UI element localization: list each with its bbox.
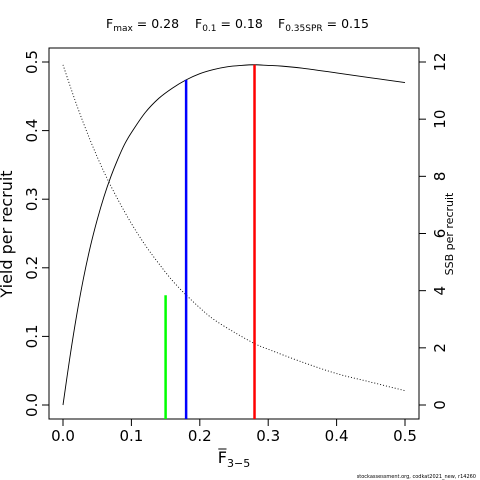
y-right-tick-label: 0 — [431, 400, 449, 410]
title-f01: F0.1 = 0.18 — [195, 16, 263, 34]
y-left-tick-label: 0.3 — [23, 187, 41, 211]
y-left-tick-label: 0.1 — [23, 324, 41, 348]
y-right-tick-label: 4 — [431, 286, 449, 296]
yield-per-recruit-line — [62, 64, 406, 406]
x-tick-label: 0.0 — [51, 427, 75, 445]
reference-lines — [164, 64, 256, 419]
y-left-axis: 0.0 0.1 0.2 0.3 0.4 0.5 — [23, 50, 50, 417]
y-right-axis-title: SSB per recruit — [443, 192, 456, 275]
title-fmax: Fmax = 0.28 — [106, 16, 179, 34]
y-left-tick-label: 0.0 — [23, 393, 41, 417]
y-right-tick-label: 8 — [431, 172, 449, 182]
x-tick-label: 0.4 — [325, 427, 349, 445]
x-axis-title: F3−5 — [218, 448, 250, 470]
y-right-tick-label: 2 — [431, 343, 449, 353]
chart-title: Fmax = 0.28 F0.1 = 0.18 F0.35SPR = 0.15 — [106, 16, 369, 34]
x-axis: 0.0 0.1 0.2 0.3 0.4 0.5 — [51, 418, 417, 445]
y-right-tick-label: 10 — [431, 110, 449, 129]
y-left-axis-title: Yield per recruit — [0, 170, 16, 298]
series-layer — [62, 64, 406, 406]
x-tick-label: 0.5 — [393, 427, 417, 445]
footer-credit: stockassessment.org, codkat2021_new, r14… — [357, 474, 476, 480]
y-left-tick-label: 0.4 — [23, 119, 41, 143]
y-left-tick-label: 0.5 — [23, 50, 41, 74]
y-left-tick-label: 0.2 — [23, 256, 41, 280]
y-right-tick-label: 12 — [431, 52, 449, 71]
x-tick-label: 0.2 — [188, 427, 212, 445]
plot-frame — [48, 47, 420, 420]
ssb-per-recruit-line — [62, 64, 406, 392]
y-right-tick-label: 6 — [431, 229, 449, 239]
x-tick-label: 0.3 — [256, 427, 280, 445]
x-tick-label: 0.1 — [119, 427, 143, 445]
y-right-axis: 0 2 4 6 8 10 12 — [418, 52, 449, 410]
title-f035spr: F0.35SPR = 0.15 — [278, 16, 369, 34]
